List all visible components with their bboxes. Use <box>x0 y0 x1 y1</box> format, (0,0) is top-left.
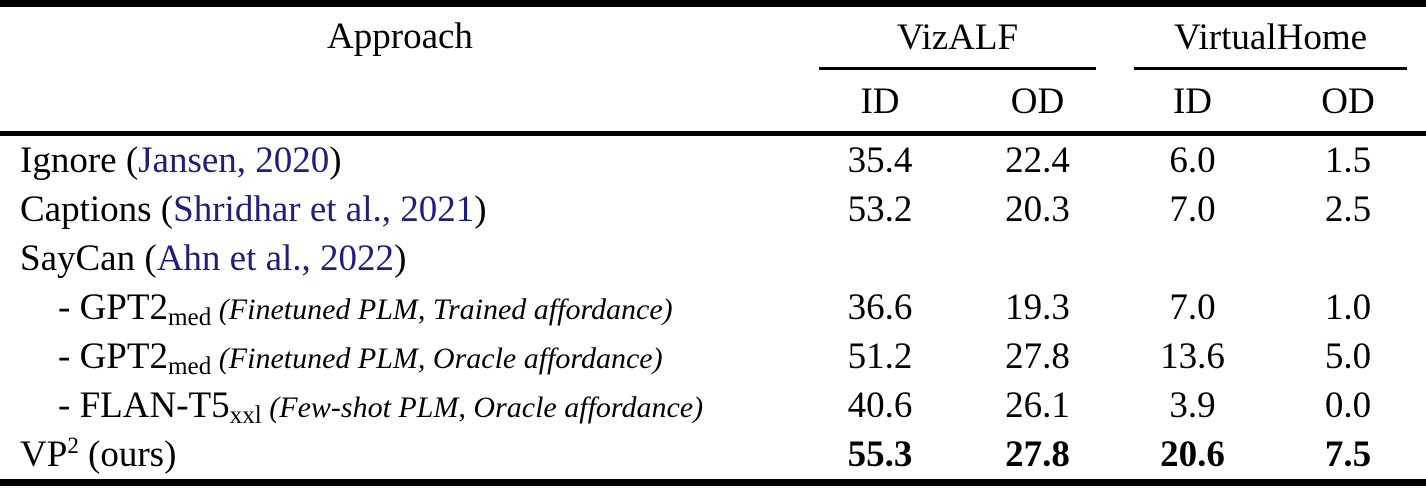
value-cell: 55.3 <box>847 434 913 475</box>
value-cell <box>800 234 960 283</box>
value-cell: 6.0 <box>1169 140 1216 181</box>
value-cell: 27.8 <box>1005 434 1070 475</box>
citation-link[interactable]: Ahn et al., 2022 <box>156 238 395 279</box>
label-segment: ) <box>394 238 407 279</box>
table-row: - GPT2med (Finetuned PLM, Trained afford… <box>0 283 1426 332</box>
label-segment: xxl <box>229 401 262 429</box>
table-row: Captions (Shridhar et al., 2021) 53.2 20… <box>0 185 1426 234</box>
label-segment: (ours) <box>78 434 177 475</box>
group-label-vizalf: VizALF <box>819 15 1097 70</box>
value-cell: 51.2 <box>847 336 913 377</box>
label-segment: 2 <box>67 433 79 459</box>
value-cell: 2.5 <box>1324 189 1372 230</box>
label-segment: Ignore ( <box>20 140 139 181</box>
label-segment: med <box>167 303 212 331</box>
label-segment: (Finetuned PLM, Oracle affordance) <box>211 342 663 375</box>
approach-cell: SayCan (Ahn et al., 2022) <box>0 234 800 283</box>
label-segment: - FLAN-T5 <box>58 385 230 426</box>
label-segment: med <box>167 352 212 380</box>
table-body: Ignore (Jansen, 2020) 35.4 22.4 6.0 1.5 … <box>0 134 1426 483</box>
value-cell: 53.2 <box>847 189 913 230</box>
value-cell: 3.9 <box>1169 385 1216 426</box>
table-header: Approach VizALF VirtualHome ID OD ID OD <box>0 3 1426 136</box>
label-segment: Captions ( <box>20 189 174 230</box>
approach-cell: - GPT2med (Finetuned PLM, Trained afford… <box>0 283 800 332</box>
value-cell: 1.5 <box>1324 140 1372 181</box>
value-cell: 40.6 <box>847 385 913 426</box>
citation-link[interactable]: Jansen, 2020 <box>138 140 330 181</box>
approach-cell: Ignore (Jansen, 2020) <box>0 134 800 186</box>
label-segment: ) <box>329 140 342 181</box>
value-cell: 26.1 <box>1005 385 1070 426</box>
value-cell: 22.4 <box>1005 140 1070 181</box>
subheader-virtualhome-od: OD <box>1270 71 1426 136</box>
label-segment: SayCan ( <box>20 238 157 279</box>
table-row: - FLAN-T5xxl (Few-shot PLM, Oracle affor… <box>0 381 1426 430</box>
subheader-vizalf-id: ID <box>800 71 960 136</box>
label-segment: ) <box>474 189 487 230</box>
label-segment: VP <box>20 434 68 475</box>
group-label-virtualhome: VirtualHome <box>1134 15 1408 70</box>
value-cell: 27.8 <box>1005 336 1070 377</box>
subheader-vizalf-od: OD <box>960 71 1116 136</box>
approach-cell: Captions (Shridhar et al., 2021) <box>0 185 800 234</box>
value-cell <box>960 234 1115 283</box>
value-cell: 1.0 <box>1324 287 1372 328</box>
label-segment: (Few-shot PLM, Oracle affordance) <box>261 391 704 424</box>
value-cell: 7.5 <box>1324 434 1372 475</box>
value-cell: 13.6 <box>1160 336 1225 377</box>
value-cell: 20.3 <box>1005 189 1070 230</box>
label-segment: - GPT2 <box>58 287 168 328</box>
approach-cell: VP2 (ours) <box>0 430 800 483</box>
table-row: VP2 (ours) 55.3 27.8 20.6 7.5 <box>0 430 1426 483</box>
table-row: - GPT2med (Finetuned PLM, Oracle afforda… <box>0 332 1426 381</box>
label-segment: - GPT2 <box>58 336 168 377</box>
value-cell: 7.0 <box>1169 189 1216 230</box>
group-header-virtualhome: VirtualHome <box>1115 4 1426 72</box>
citation-link[interactable]: Shridhar et al., 2021 <box>173 189 475 230</box>
value-cell: 7.0 <box>1169 287 1216 328</box>
approach-cell: - GPT2med (Finetuned PLM, Oracle afforda… <box>0 332 800 381</box>
value-cell: 20.6 <box>1160 434 1225 475</box>
group-header-vizalf: VizALF <box>800 4 1115 72</box>
label-segment: (Finetuned PLM, Trained affordance) <box>211 293 673 326</box>
approach-cell: - FLAN-T5xxl (Few-shot PLM, Oracle affor… <box>0 381 800 430</box>
value-cell: 5.0 <box>1324 336 1372 377</box>
value-cell: 0.0 <box>1324 385 1372 426</box>
value-cell: 19.3 <box>1005 287 1070 328</box>
table-row: SayCan (Ahn et al., 2022) <box>0 234 1426 283</box>
approach-column-header: Approach <box>0 3 800 136</box>
subheader-virtualhome-id: ID <box>1115 71 1271 136</box>
table-row: Ignore (Jansen, 2020) 35.4 22.4 6.0 1.5 <box>0 134 1426 186</box>
value-cell: 35.4 <box>847 140 913 181</box>
value-cell <box>1270 234 1426 283</box>
value-cell <box>1115 234 1270 283</box>
value-cell: 36.6 <box>847 287 913 328</box>
